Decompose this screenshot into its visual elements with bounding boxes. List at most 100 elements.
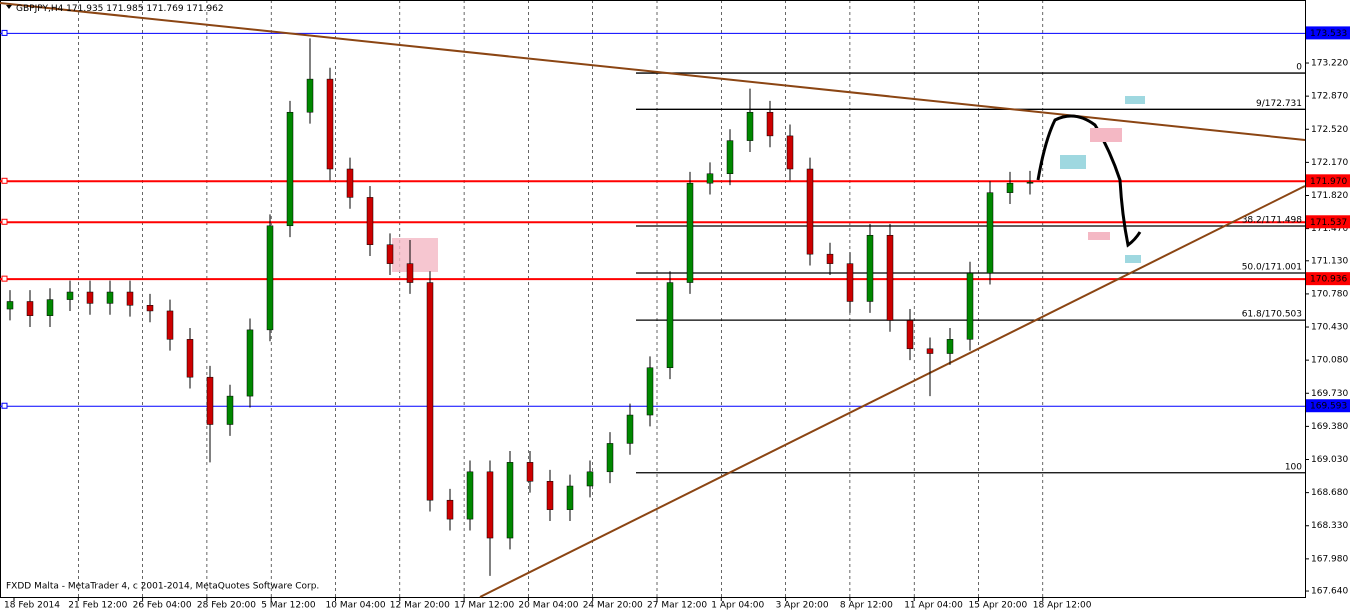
candle-body: [446, 499, 454, 520]
candle-body: [666, 282, 674, 368]
candle-body: [606, 443, 614, 473]
candle-body: [646, 367, 654, 416]
candle-body: [366, 197, 374, 245]
level-box: [1306, 174, 1350, 188]
level-label: 171.970: [1310, 177, 1347, 187]
candle-body: [426, 282, 434, 501]
level-label: 171.537: [1310, 218, 1347, 228]
candle-body: [706, 173, 714, 184]
candle-body: [966, 272, 974, 340]
candle-body: [326, 78, 334, 170]
level-marker: [1, 402, 8, 409]
y-tick-label: 173.220: [1311, 59, 1348, 69]
candle-body: [726, 140, 734, 174]
candle-body: [146, 305, 154, 312]
candle-body: [586, 471, 594, 487]
level-box: [1306, 26, 1350, 40]
y-tick-label: 171.130: [1311, 256, 1348, 266]
candle-body: [866, 234, 874, 302]
y-tick-label: 170.780: [1311, 289, 1348, 299]
x-tick-label: 20 Mar 04:00: [518, 601, 578, 611]
y-tick-label: 172.870: [1311, 92, 1348, 102]
candle-body: [306, 78, 314, 113]
y-tick-label: 169.380: [1311, 422, 1348, 432]
candle-body: [346, 168, 354, 198]
candle-body: [206, 376, 214, 425]
y-tick-label: 171.470: [1311, 224, 1348, 234]
plot-frame: [0, 0, 1306, 598]
candle-body: [786, 135, 794, 170]
y-tick-label: 167.980: [1311, 554, 1348, 564]
footer: FXDD Malta - MetaTrader 4, c 2001-2014, …: [6, 582, 319, 592]
level-marker: [1, 29, 8, 36]
zone: [1060, 155, 1086, 169]
trendline: [0, 2, 1306, 141]
level-marker: [1, 218, 8, 225]
x-tick-label: 12 Mar 20:00: [390, 601, 450, 611]
header-arrow: [6, 5, 12, 9]
candle-body: [686, 182, 694, 283]
candle-body: [246, 329, 254, 397]
header-text: GBPJPY,H4 171.935 171.985 171.769 171.96…: [16, 4, 224, 14]
x-tick-label: 24 Mar 20:00: [583, 601, 643, 611]
y-tick-label: 170.430: [1311, 323, 1348, 333]
candle-body: [746, 111, 754, 141]
quote-value: 171.985: [103, 4, 143, 14]
x-tick-label: 5 Mar 12:00: [261, 601, 316, 611]
candle-body: [26, 301, 34, 316]
candle-body: [106, 291, 114, 304]
candle-body: [906, 320, 914, 350]
y-tick-label: 168.330: [1311, 521, 1348, 531]
quote-value: 171.935: [63, 4, 103, 14]
x-tick-label: 18 Feb 2014: [4, 601, 60, 611]
candle-body: [286, 111, 294, 227]
candles: [6, 38, 1034, 576]
zone: [1125, 96, 1145, 104]
level-label: 170.936: [1310, 275, 1347, 285]
hand-drawn-arrow: [1036, 114, 1142, 248]
candle-body: [406, 263, 414, 283]
candle-body: [66, 291, 74, 300]
candle-body: [86, 291, 94, 304]
fibo-label: 100: [1285, 462, 1302, 472]
level-label: 173.533: [1310, 29, 1347, 39]
candle-body: [526, 462, 534, 482]
fibo-label: 9/172.731: [1256, 99, 1302, 109]
header: GBPJPY,H4 171.935 171.985 171.769 171.96…: [16, 4, 224, 14]
candle-body: [466, 471, 474, 520]
candle-body: [926, 348, 934, 354]
x-tick-label: 10 Mar 04:00: [326, 601, 386, 611]
y-tick-label: 167.640: [1311, 587, 1348, 597]
quote-value: 171.962: [184, 4, 224, 14]
candle-body: [986, 192, 994, 274]
x-tick-label: 3 Apr 20:00: [776, 601, 829, 611]
level-box: [1306, 215, 1350, 229]
candle-body: [486, 471, 494, 539]
candle-body: [46, 299, 54, 316]
candle-body: [6, 301, 14, 310]
x-tick-label: 26 Feb 04:00: [133, 601, 192, 611]
candle-body: [806, 168, 814, 255]
candle-body: [1006, 182, 1014, 193]
x-tick-label: 17 Mar 12:00: [454, 601, 514, 611]
y-tick-label: 169.030: [1311, 455, 1348, 465]
candle-body: [226, 395, 234, 425]
zone: [1088, 232, 1110, 240]
candle-body: [886, 234, 894, 321]
trendline: [479, 185, 1306, 598]
candle-body: [766, 111, 774, 137]
y-tick-label: 168.680: [1311, 488, 1348, 498]
x-tick-label: 27 Mar 12:00: [647, 601, 707, 611]
candle-body: [266, 225, 274, 331]
y-tick-label: 170.080: [1311, 356, 1348, 366]
candle-body: [546, 481, 554, 510]
x-tick-label: 1 Apr 04:00: [711, 601, 764, 611]
y-tick-label: 172.520: [1311, 125, 1348, 135]
candle-body: [846, 263, 854, 302]
level-marker: [1, 275, 8, 282]
candle-body: [946, 339, 954, 354]
candle-body: [826, 253, 834, 264]
candle-body: [1026, 182, 1034, 184]
